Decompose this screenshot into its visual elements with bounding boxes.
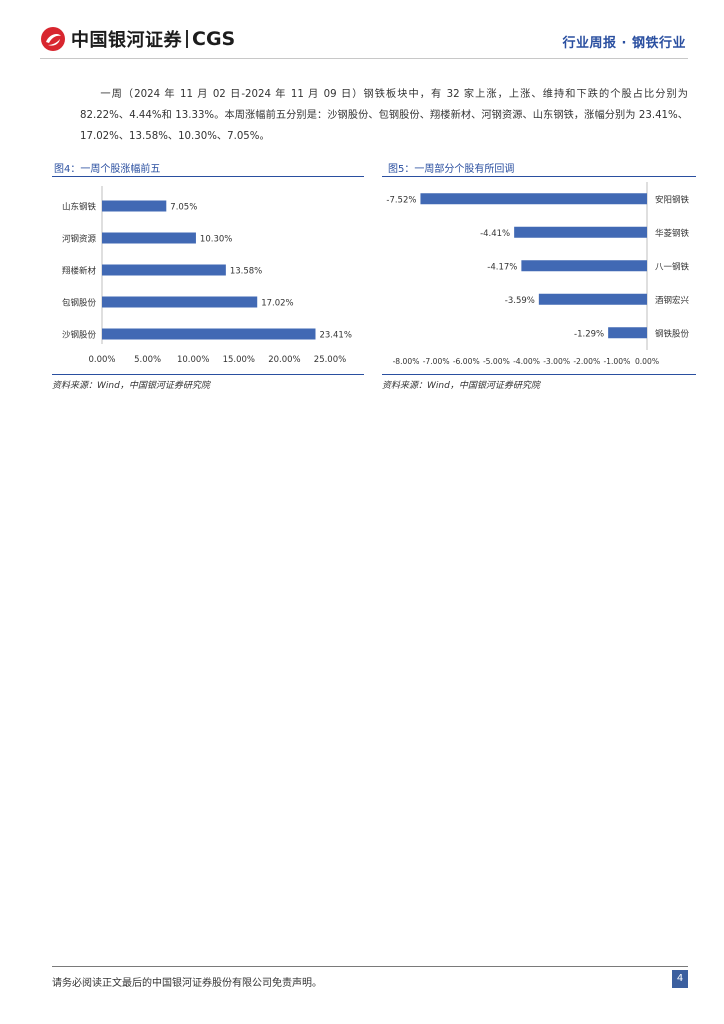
category-label: 包钢股份	[62, 298, 97, 309]
footer-divider	[52, 966, 688, 967]
footer-disclaimer: 请务必阅读正文最后的中国银河证券股份有限公司免责声明。	[52, 978, 322, 989]
x-tick-label: 15.00%	[223, 355, 255, 365]
page-number: 4	[672, 970, 688, 988]
category-label: 安阳钢铁	[655, 194, 690, 205]
x-tick-label: 0.00%	[88, 355, 115, 365]
x-tick-label: -6.00%	[453, 357, 480, 366]
data-label: 13.58%	[230, 267, 262, 277]
x-tick-label: 20.00%	[268, 355, 300, 365]
x-tick-label: -8.00%	[393, 357, 420, 366]
logo-divider	[186, 30, 188, 48]
category-label: 钢铁股份	[655, 328, 690, 339]
bar	[608, 327, 647, 339]
x-tick-label: 10.00%	[177, 355, 209, 365]
x-tick-label: -2.00%	[573, 357, 600, 366]
page-header: 中国银河证券 CGS 行业周报 · 钢铁行业	[0, 0, 724, 64]
figure-4-chart: 山东钢铁 7.05% 河钢资源 10.30% 翔楼新材 13.58% 包钢股份 17.02% 沙…	[62, 186, 352, 365]
data-label: 7.05%	[170, 203, 197, 213]
bar	[102, 200, 167, 212]
bar	[102, 264, 226, 276]
bar	[102, 296, 258, 308]
category-label: 八一钢铁	[655, 261, 690, 272]
data-label: 17.02%	[261, 299, 293, 309]
category-label: 华菱钢铁	[655, 228, 690, 239]
galaxy-logo-icon	[41, 27, 65, 51]
figure-5-source: 资料来源：Wind，中国银河证券研究院	[382, 381, 540, 391]
data-label: -4.41%	[480, 229, 510, 239]
figure-4-title: 图4：一周个股涨幅前五	[54, 164, 161, 175]
x-tick-label: -4.00%	[513, 357, 540, 366]
logo-english-name: CGS	[192, 28, 236, 50]
x-tick-label: 0.00%	[635, 357, 659, 366]
report-category: 行业周报 · 钢铁行业	[562, 36, 686, 51]
figure-5-chart: 安阳钢铁 -7.52% 华菱钢铁 -4.41% 八一钢铁 -4.17% 酒钢宏兴 -3.59%…	[386, 182, 690, 366]
figure-5-title-rule	[382, 176, 696, 177]
x-tick-label: -3.00%	[543, 357, 570, 366]
category-label: 翔楼新材	[62, 266, 97, 277]
x-tick-label: -1.00%	[603, 357, 630, 366]
bar	[514, 226, 647, 238]
x-tick-label: -5.00%	[483, 357, 510, 366]
body-paragraph: 一周（2024 年 11 月 02 日-2024 年 11 月 09 日）钢铁板…	[80, 84, 688, 147]
figure-4-source: 资料来源：Wind，中国银河证券研究院	[52, 381, 210, 391]
company-logo: 中国银河证券 CGS	[40, 26, 235, 52]
data-label: -7.52%	[386, 195, 416, 205]
category-label: 河钢资源	[62, 234, 97, 245]
x-tick-label: 25.00%	[314, 355, 346, 365]
data-label: -1.29%	[574, 329, 604, 339]
bar	[102, 232, 196, 244]
paragraph-text: 一周（2024 年 11 月 02 日-2024 年 11 月 09 日）钢铁板…	[80, 89, 688, 142]
data-label: -4.17%	[487, 262, 517, 272]
figure-5-title: 图5：一周部分个股有所回调	[388, 164, 515, 175]
x-tick-label: 5.00%	[134, 355, 161, 365]
bar	[521, 260, 647, 272]
figure-4-title-rule	[52, 176, 364, 177]
x-tick-label: -7.00%	[423, 357, 450, 366]
bar	[420, 193, 647, 205]
category-label: 山东钢铁	[62, 202, 97, 213]
logo-chinese-name: 中国银河证券	[71, 30, 182, 51]
figure-4-source-rule	[52, 374, 364, 375]
category-label: 沙钢股份	[62, 330, 97, 341]
bar	[538, 293, 647, 305]
header-divider	[40, 58, 688, 59]
figure-5-source-rule	[382, 374, 696, 375]
category-label: 酒钢宏兴	[655, 295, 690, 306]
data-label: -3.59%	[505, 296, 535, 306]
data-label: 23.41%	[319, 331, 351, 341]
bar	[102, 328, 316, 340]
data-label: 10.30%	[200, 235, 232, 245]
